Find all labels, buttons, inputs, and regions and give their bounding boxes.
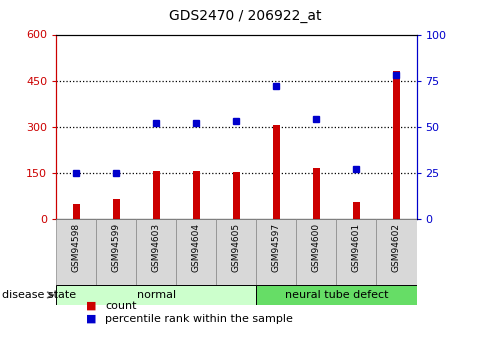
Bar [376, 219, 416, 285]
Text: GSM94604: GSM94604 [192, 223, 201, 272]
Bar [97, 219, 136, 285]
Text: GSM94598: GSM94598 [72, 223, 81, 272]
Bar [56, 285, 256, 305]
Text: count: count [105, 301, 137, 311]
Bar [176, 219, 217, 285]
Bar [153, 171, 160, 219]
Text: GSM94603: GSM94603 [152, 223, 161, 272]
Bar [256, 285, 416, 305]
Bar [273, 125, 280, 219]
Text: GSM94601: GSM94601 [352, 223, 361, 272]
Bar [353, 202, 360, 219]
Bar [337, 219, 376, 285]
Text: GSM94599: GSM94599 [112, 223, 121, 272]
Bar [56, 219, 97, 285]
Bar [136, 219, 176, 285]
Text: GSM94602: GSM94602 [392, 223, 401, 272]
Text: ■: ■ [86, 314, 96, 324]
Bar [256, 219, 296, 285]
Bar [296, 219, 337, 285]
Bar [193, 171, 200, 219]
Text: normal: normal [137, 290, 176, 300]
Text: GSM94600: GSM94600 [312, 223, 321, 272]
Bar [217, 219, 256, 285]
Text: GSM94597: GSM94597 [272, 223, 281, 272]
Text: GDS2470 / 206922_at: GDS2470 / 206922_at [169, 9, 321, 23]
Text: GSM94605: GSM94605 [232, 223, 241, 272]
Text: disease state: disease state [2, 290, 76, 300]
Bar [73, 204, 80, 219]
Bar [313, 168, 320, 219]
Text: ■: ■ [86, 301, 96, 311]
Text: neural tube defect: neural tube defect [285, 290, 388, 300]
Bar [393, 71, 400, 219]
Bar [113, 199, 120, 219]
Bar [233, 172, 240, 219]
Text: percentile rank within the sample: percentile rank within the sample [105, 314, 293, 324]
